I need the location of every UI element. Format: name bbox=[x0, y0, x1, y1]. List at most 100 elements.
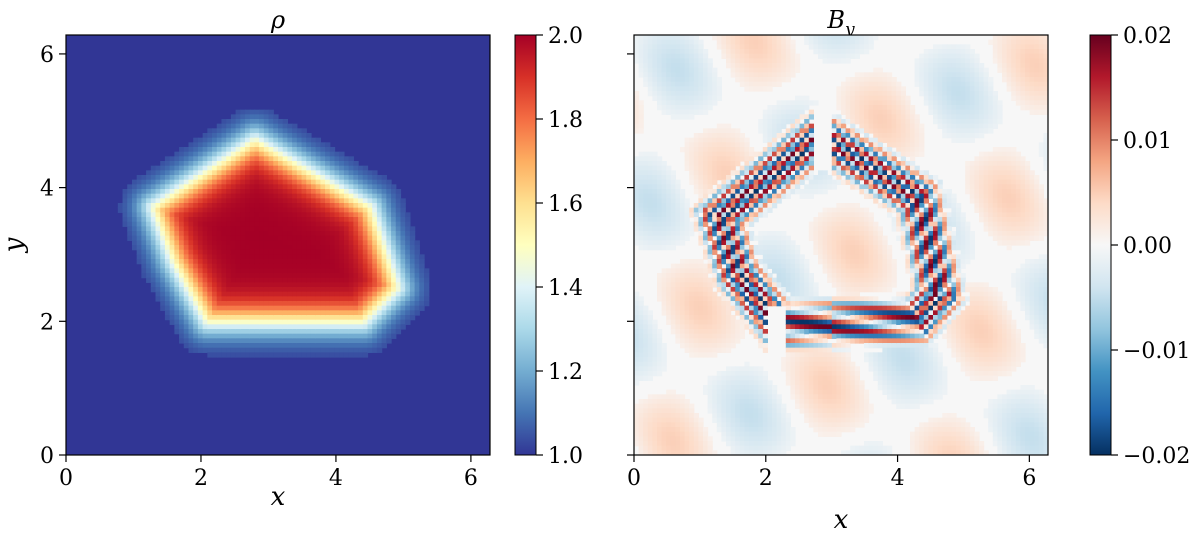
heatmap-cell bbox=[739, 189, 745, 195]
heatmap-cell bbox=[254, 291, 260, 297]
heatmap-cell bbox=[762, 319, 768, 325]
heatmap-cell bbox=[712, 221, 718, 227]
heatmap-cell bbox=[315, 161, 321, 167]
heatmap-cell bbox=[216, 170, 223, 176]
heatmap-cell bbox=[207, 263, 213, 269]
heatmap-cell bbox=[376, 324, 383, 330]
heatmap-cell bbox=[657, 63, 663, 69]
heatmap-cell bbox=[689, 142, 695, 148]
heatmap-cell bbox=[160, 161, 166, 167]
heatmap-cell bbox=[795, 95, 801, 101]
heatmap-cell bbox=[310, 352, 317, 358]
heatmap-cell bbox=[744, 179, 750, 185]
heatmap-cell bbox=[767, 86, 773, 92]
heatmap-cell bbox=[372, 291, 378, 297]
heatmap-cell bbox=[179, 198, 185, 204]
heatmap-cell bbox=[712, 268, 718, 274]
heatmap-cell bbox=[730, 165, 736, 171]
heatmap-cell bbox=[202, 277, 208, 283]
heatmap-cell bbox=[202, 343, 208, 349]
heatmap-cell bbox=[707, 207, 713, 213]
heatmap-cell bbox=[240, 240, 246, 246]
heatmap-cell bbox=[207, 315, 213, 321]
heatmap-cell bbox=[703, 49, 709, 55]
heatmap-cell bbox=[749, 277, 755, 283]
heatmap-cell bbox=[405, 254, 411, 260]
heatmap-cell bbox=[183, 161, 190, 167]
heatmap-cell bbox=[772, 67, 778, 73]
heatmap-cell bbox=[735, 161, 741, 167]
heatmap-cell bbox=[207, 133, 213, 139]
heatmap-cell bbox=[188, 217, 194, 223]
heatmap-cell bbox=[212, 305, 218, 311]
heatmap-cell bbox=[325, 161, 331, 167]
heatmap-cell bbox=[703, 109, 709, 115]
heatmap-cell bbox=[647, 161, 653, 167]
heatmap-cell bbox=[744, 380, 750, 386]
heatmap-cell bbox=[744, 161, 750, 167]
heatmap-cell bbox=[790, 119, 796, 125]
heatmap-cell bbox=[675, 63, 681, 69]
heatmap-cell bbox=[730, 212, 736, 218]
heatmap-cell bbox=[772, 114, 778, 120]
heatmap-cell bbox=[634, 95, 640, 101]
heatmap-cell bbox=[657, 203, 663, 209]
heatmap-cell bbox=[730, 231, 736, 237]
heatmap-cell bbox=[744, 86, 750, 92]
heatmap-cell bbox=[226, 347, 232, 353]
heatmap-cell bbox=[193, 151, 199, 157]
heatmap-cell bbox=[795, 361, 801, 367]
heatmap-cell bbox=[675, 277, 681, 283]
heatmap-cell bbox=[634, 53, 640, 59]
heatmap-cell bbox=[712, 319, 718, 325]
heatmap-cell bbox=[693, 291, 699, 297]
heatmap-cell bbox=[657, 193, 663, 199]
heatmap-cell bbox=[282, 347, 289, 353]
heatmap-cell bbox=[179, 329, 185, 335]
heatmap-cell bbox=[292, 240, 298, 246]
heatmap-cell bbox=[735, 366, 741, 372]
heatmap-cell bbox=[772, 161, 778, 167]
heatmap-cell bbox=[799, 105, 805, 111]
heatmap-cell bbox=[245, 193, 251, 199]
heatmap-cell bbox=[707, 338, 713, 344]
heatmap-cell bbox=[245, 151, 251, 157]
heatmap-cell bbox=[216, 277, 223, 283]
heatmap-cell bbox=[689, 329, 695, 335]
heatmap-cell bbox=[795, 385, 801, 391]
heatmap-cell bbox=[292, 226, 298, 232]
heatmap-cell bbox=[785, 352, 791, 358]
heatmap-cell bbox=[781, 291, 787, 297]
heatmap-cell bbox=[675, 235, 681, 241]
heatmap-cell bbox=[762, 450, 768, 455]
heatmap-cell bbox=[160, 179, 166, 185]
heatmap-cell bbox=[292, 287, 298, 293]
heatmap-cell bbox=[753, 86, 759, 92]
heatmap-cell bbox=[744, 263, 750, 269]
heatmap-cell bbox=[735, 291, 741, 297]
heatmap-cell bbox=[684, 441, 690, 447]
heatmap-cell bbox=[169, 161, 175, 167]
heatmap-cell bbox=[202, 231, 208, 237]
heatmap-cell bbox=[197, 240, 204, 246]
heatmap-cell bbox=[240, 319, 246, 325]
heatmap-cell bbox=[146, 240, 152, 246]
heatmap-cell bbox=[334, 277, 340, 283]
heatmap-cell bbox=[744, 408, 750, 414]
heatmap-cell bbox=[320, 184, 326, 190]
heatmap-cell bbox=[643, 217, 649, 223]
heatmap-cell bbox=[367, 315, 373, 321]
heatmap-cell bbox=[221, 198, 227, 204]
heatmap-cell bbox=[675, 207, 681, 213]
heatmap-cell bbox=[367, 259, 373, 265]
heatmap-cell bbox=[245, 119, 251, 125]
heatmap-cell bbox=[703, 161, 709, 167]
heatmap-cell bbox=[749, 450, 755, 455]
heatmap-cell bbox=[776, 161, 782, 167]
heatmap-cell bbox=[634, 123, 640, 129]
heatmap-cell bbox=[730, 436, 736, 442]
heatmap-cell bbox=[358, 277, 364, 283]
heatmap-cell bbox=[675, 291, 681, 297]
heatmap-cell bbox=[249, 287, 256, 293]
heatmap-cell bbox=[689, 165, 695, 171]
